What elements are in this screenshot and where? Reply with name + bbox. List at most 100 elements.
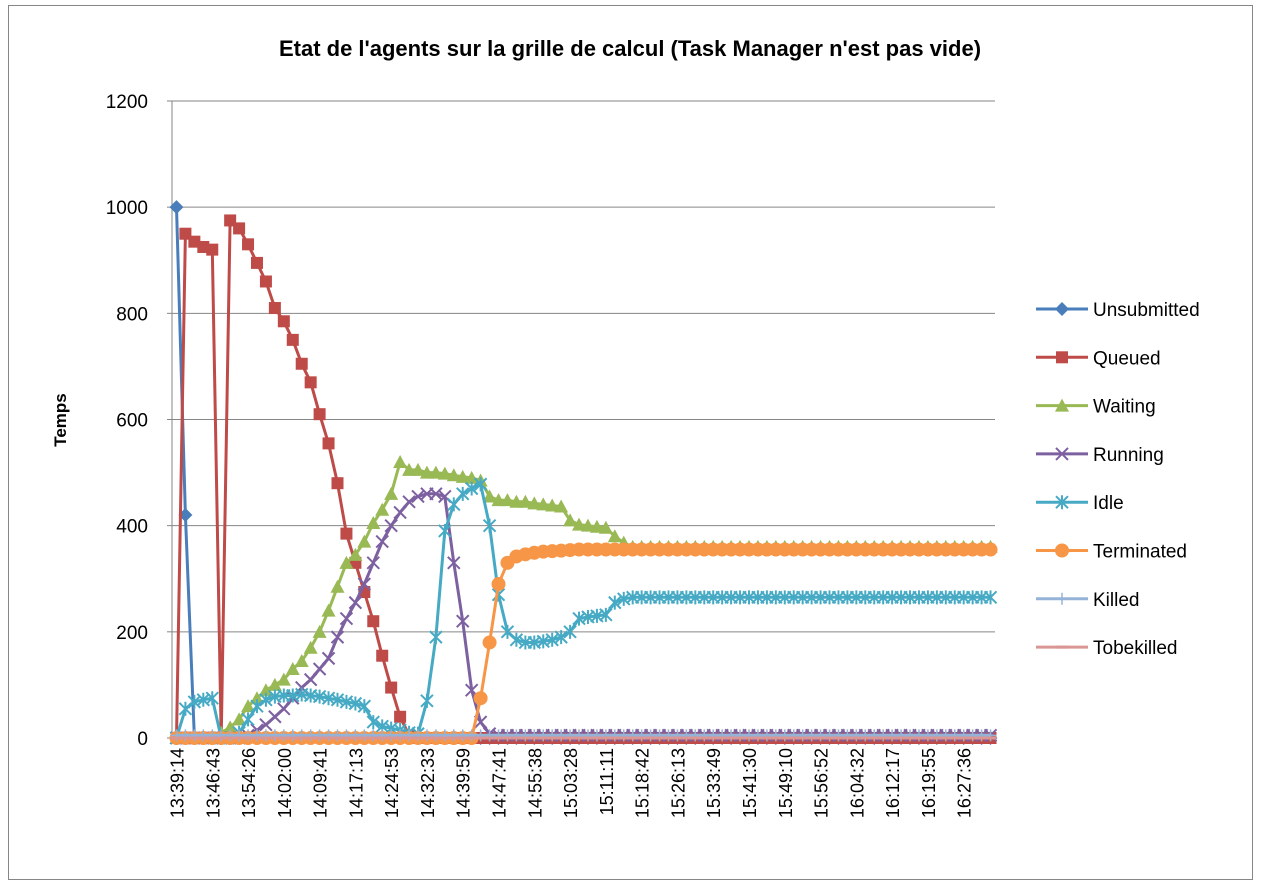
marker [482,635,497,650]
marker [303,672,318,687]
marker [348,595,363,610]
marker [491,493,506,507]
marker [393,505,407,520]
marker [509,494,524,508]
marker [233,222,246,235]
marker [276,672,291,686]
x-tick-label: 16:04:32 [847,748,867,818]
marker [527,496,542,510]
legend-label: Waiting [1093,397,1156,418]
x-tick-label: 15:56:52 [812,748,832,818]
y-tick-label: 200 [116,623,148,644]
marker [580,518,595,532]
marker [411,489,425,504]
x-tick-label: 15:03:28 [561,748,581,818]
x-tick-label: 14:02:00 [275,748,295,818]
marker [258,683,273,697]
marker [554,499,569,513]
x-tick-label: 14:17:13 [346,748,366,818]
marker [357,577,372,591]
marker [473,691,488,706]
legend-marker [1055,447,1069,461]
x-tick-label: 15:41:30 [740,748,760,818]
x-tick-label: 16:19:55 [919,748,939,818]
marker [589,519,604,533]
x-tick-label: 14:47:41 [490,748,510,818]
marker [169,200,184,215]
marker [312,624,327,638]
marker [572,517,587,531]
marker [312,662,327,676]
marker [385,681,398,694]
legend-item: Tobekilled [1036,638,1178,659]
marker [277,315,290,328]
legend-label: Idle [1093,493,1124,514]
x-tick-label: 13:54:26 [239,748,259,818]
marker [420,693,434,708]
marker [464,481,479,496]
marker [321,651,336,666]
marker [348,696,363,711]
y-tick-label: 0 [137,729,148,750]
marker [402,462,417,476]
x-tick-label: 14:09:41 [311,748,331,818]
marker [428,465,443,479]
legend-item: Idle [1036,493,1124,514]
marker [429,487,443,501]
marker [983,542,998,557]
marker [509,632,524,647]
marker [250,699,264,714]
marker [608,595,622,610]
marker [330,579,345,593]
x-tick-label: 16:27:36 [955,748,975,818]
marker [563,624,577,639]
marker [500,493,515,507]
marker [393,454,408,468]
marker [340,527,353,540]
marker [267,677,282,691]
x-tick-label: 13:39:14 [167,748,187,818]
legend-label: Queued [1093,348,1161,369]
marker [366,516,381,530]
marker [250,256,263,269]
marker [375,502,390,516]
marker [241,712,255,727]
marker [294,654,309,668]
legend-item: Waiting [1036,397,1156,418]
marker [366,715,380,730]
chart-title: Etat de l'agents sur la grille de calcul… [279,36,981,61]
marker [259,275,272,288]
marker [367,615,380,628]
marker [491,577,506,592]
marker [437,466,452,480]
marker [446,468,461,482]
marker [321,603,336,617]
marker [303,640,318,654]
legend-marker [1055,495,1069,510]
marker [242,238,255,251]
series [169,542,998,745]
marker [456,614,470,628]
marker [563,513,578,527]
x-tick-label: 14:24:53 [382,748,402,818]
legend-label: Unsubmitted [1093,300,1200,321]
marker [285,661,300,675]
marker [983,590,998,605]
x-tick-label: 15:49:10 [776,748,796,818]
marker [429,630,443,645]
marker [286,333,299,346]
marker [375,534,389,549]
marker [456,486,470,501]
marker [313,408,326,421]
marker [447,556,461,570]
marker [447,497,461,512]
marker [241,699,256,713]
marker [205,691,219,706]
marker [366,556,380,570]
marker [223,720,238,734]
marker [268,302,281,315]
y-tick-label: 600 [116,411,148,432]
marker [330,630,345,644]
marker [545,498,560,512]
